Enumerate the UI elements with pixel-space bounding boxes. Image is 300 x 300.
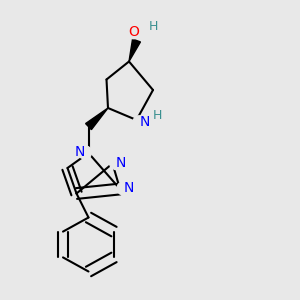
Text: H: H: [148, 20, 158, 34]
Text: O: O: [128, 25, 139, 39]
Circle shape: [110, 156, 123, 170]
Text: N: N: [74, 146, 85, 159]
Polygon shape: [85, 108, 108, 130]
Circle shape: [117, 182, 130, 195]
Polygon shape: [129, 39, 140, 62]
Circle shape: [78, 146, 92, 159]
Text: H: H: [153, 109, 162, 122]
Circle shape: [151, 109, 164, 122]
Circle shape: [133, 116, 146, 129]
Circle shape: [146, 20, 160, 34]
Text: N: N: [140, 116, 150, 129]
Text: N: N: [124, 182, 134, 195]
Circle shape: [127, 26, 140, 39]
Text: N: N: [116, 156, 127, 170]
